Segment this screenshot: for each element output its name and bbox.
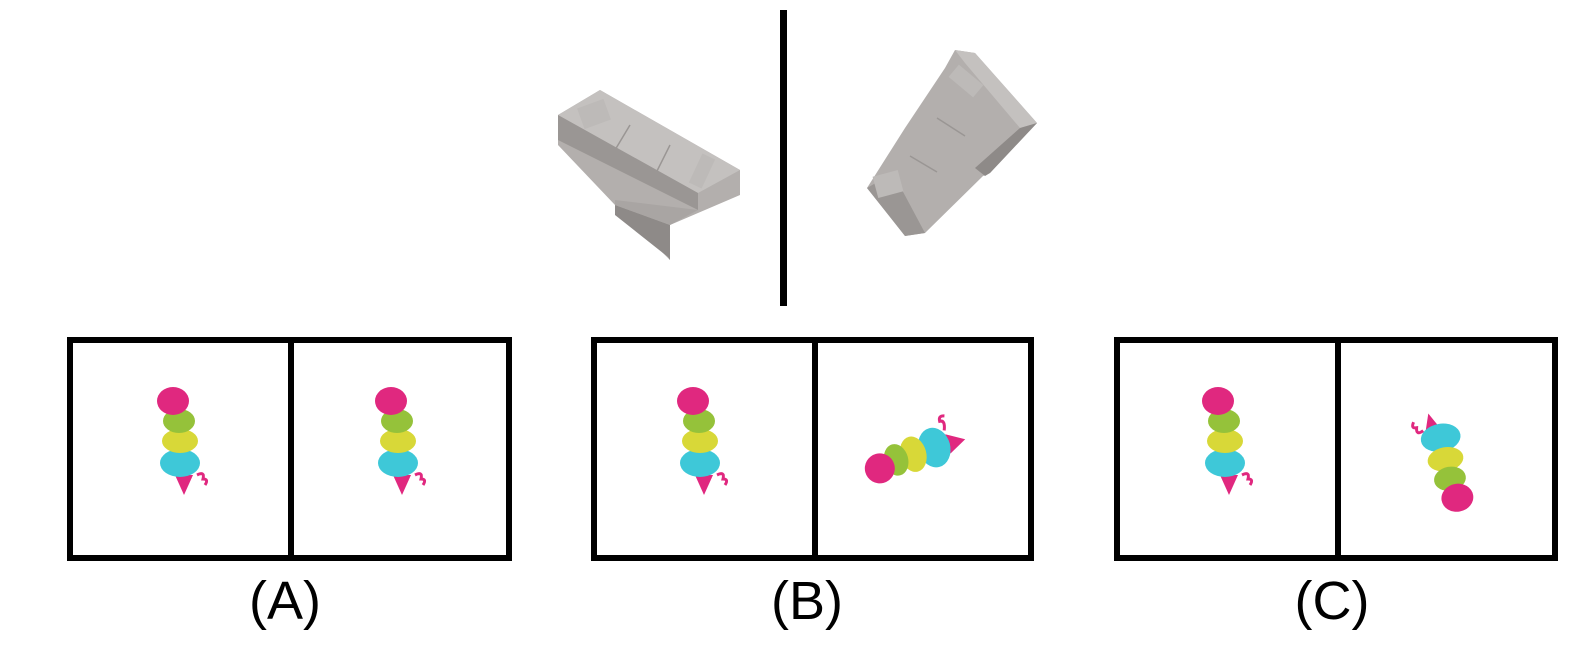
sofa-left-image	[558, 90, 740, 260]
option-c-panel[interactable]	[1114, 337, 1558, 561]
option-b-divider	[812, 343, 818, 555]
option-a-label: (A)	[249, 571, 321, 631]
reference-divider	[780, 10, 787, 306]
option-b-panel[interactable]	[591, 337, 1034, 561]
option-c-divider	[1335, 343, 1341, 555]
stack-figure-upright	[677, 387, 729, 495]
option-a-panel[interactable]	[67, 337, 512, 561]
stack-figure-upright	[157, 387, 209, 495]
option-c-label: (C)	[1294, 571, 1370, 631]
sofa-right-image	[867, 50, 1037, 236]
stack-figure-flipped	[1411, 413, 1474, 512]
stack-figure-upright	[1202, 387, 1254, 495]
option-a-divider	[288, 343, 294, 555]
option-b-label: (B)	[771, 571, 843, 631]
stack-figure-rotated	[864, 414, 966, 484]
stack-figure-upright	[375, 387, 427, 495]
